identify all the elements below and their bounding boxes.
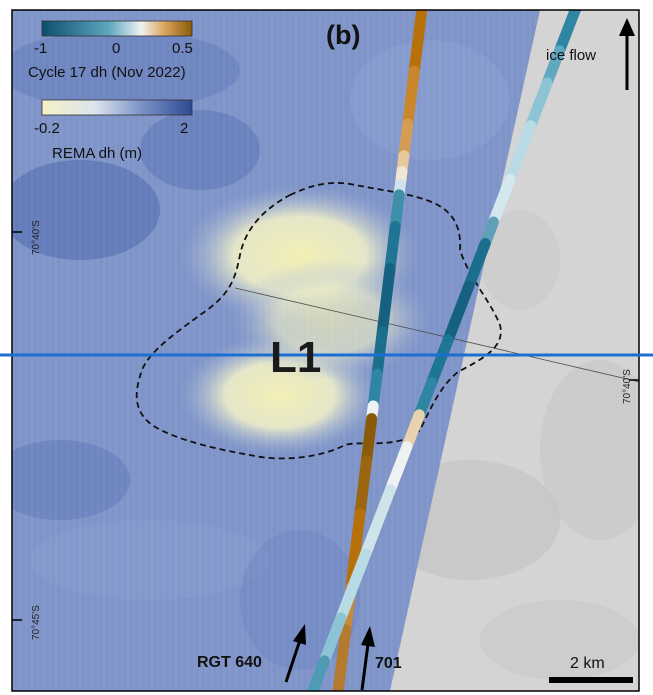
track-label-701: 701 (375, 655, 402, 672)
track-segment (384, 220, 401, 275)
track-arrow-701-icon (360, 626, 375, 691)
track-segment (371, 326, 388, 380)
track-segment (360, 484, 396, 560)
track-segment (413, 377, 438, 421)
scale-label: 2 km (570, 655, 605, 672)
cycle-colorbar (41, 20, 193, 37)
track-segment (360, 413, 378, 467)
scale-bar (549, 677, 633, 683)
track-segment (488, 173, 516, 228)
track-segment (426, 334, 454, 389)
cycle-tick-min: -1 (34, 40, 47, 57)
gray-shade (540, 360, 639, 540)
lat-label-right: 70°40'S (622, 369, 633, 404)
track-segment (401, 409, 425, 453)
track-segment (402, 65, 420, 130)
track-segment (354, 455, 372, 520)
track-701 (306, 10, 582, 691)
track-arrow-rgt-icon (284, 624, 306, 683)
track-segment (384, 441, 413, 496)
track-segment (541, 45, 565, 89)
track-segment (376, 263, 396, 338)
ice-flow-label: ice flow (546, 47, 596, 64)
track-segment (335, 548, 372, 624)
track-segment (504, 120, 537, 185)
panel-label: (b) (326, 20, 360, 50)
rema-swath-streaks (12, 10, 540, 691)
rema-tick-max: 2 (180, 120, 188, 137)
track-segment (408, 10, 428, 77)
gray-shade (480, 210, 560, 310)
cycle-tick-zero: 0 (112, 40, 120, 57)
track-segment (525, 77, 553, 132)
track-segment (442, 280, 475, 346)
rema-tick-min: -0.2 (34, 120, 60, 137)
lat-tick-left-upper: 70°40'S (12, 220, 42, 255)
rema-colorbar (41, 99, 193, 116)
lat-tick-left-lower: 70°45'S (12, 605, 42, 640)
track-label-rgt: RGT 640 (197, 654, 262, 671)
track-segment (554, 10, 582, 57)
track-segment (332, 624, 352, 691)
cycle-tick-max: 0.5 (172, 40, 193, 57)
rema-colorbar-title: REMA dh (m) (52, 145, 142, 162)
track-segment (318, 612, 347, 667)
cycle-colorbar-title: Cycle 17 dh (Nov 2022) (28, 64, 186, 81)
ice-flow-arrow-icon (619, 18, 635, 90)
lat-tick-right: 70°40'S (622, 369, 639, 404)
profile-line (234, 287, 639, 383)
lat-label-left-upper: 70°40'S (31, 220, 42, 255)
map-frame (11, 9, 640, 692)
lake-outline (135, 182, 502, 460)
lake-label: L1 (270, 333, 321, 382)
lat-label-left-lower: 70°45'S (31, 605, 42, 640)
gray-shade (480, 600, 639, 680)
track-segment (463, 237, 491, 292)
track-segment (306, 655, 330, 691)
